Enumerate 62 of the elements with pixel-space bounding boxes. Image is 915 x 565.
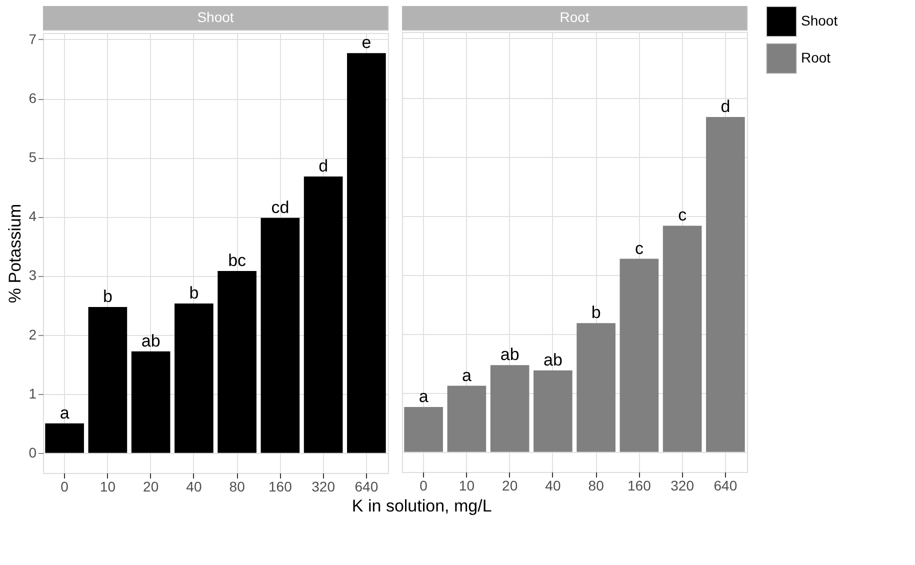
y-axis-title: % Potassium bbox=[6, 204, 25, 304]
y-tick-label: 5 bbox=[28, 149, 37, 166]
annotation: ab bbox=[543, 350, 562, 370]
bar bbox=[304, 176, 343, 453]
annotation: bc bbox=[228, 251, 247, 270]
bar bbox=[260, 218, 300, 453]
bar bbox=[534, 370, 572, 452]
x-tick-label: 0 bbox=[60, 478, 69, 494]
annotation: ab bbox=[500, 345, 520, 364]
legend-label: Root bbox=[801, 50, 831, 66]
bar bbox=[576, 323, 616, 452]
bar bbox=[131, 351, 170, 453]
annotation: d bbox=[720, 97, 730, 116]
annotation: c bbox=[634, 238, 644, 258]
annotation: cd bbox=[271, 198, 290, 217]
bar bbox=[447, 386, 486, 452]
annotation: c bbox=[678, 206, 688, 225]
y-tick-label: 7 bbox=[28, 30, 37, 47]
y-tick-label: 2 bbox=[28, 326, 37, 342]
chart-title: Root bbox=[560, 9, 590, 25]
bar bbox=[88, 307, 128, 453]
y-tick-label: 1 bbox=[28, 385, 37, 402]
x-tick-label: 20 bbox=[502, 478, 518, 494]
x-tick-label: 0 bbox=[420, 478, 428, 494]
bar bbox=[347, 53, 386, 453]
annotation: e bbox=[362, 33, 372, 52]
x-tick-label: 80 bbox=[588, 478, 604, 494]
x-tick-label: 40 bbox=[186, 478, 202, 494]
x-tick-label: 160 bbox=[628, 478, 652, 494]
annotation: a bbox=[60, 403, 70, 422]
y-tick-label: 0 bbox=[28, 444, 37, 460]
x-tick-label: 640 bbox=[714, 478, 738, 494]
y-tick-label: 6 bbox=[28, 90, 37, 106]
annotation: b bbox=[189, 283, 199, 302]
bar bbox=[490, 365, 530, 452]
bar bbox=[218, 271, 256, 453]
bar bbox=[45, 423, 84, 453]
x-tick-label: 40 bbox=[545, 478, 561, 494]
x-tick-label: 10 bbox=[458, 478, 475, 494]
legend-label: Shoot bbox=[801, 12, 838, 28]
x-tick-label: 80 bbox=[229, 478, 246, 494]
annotation: ab bbox=[141, 331, 160, 350]
x-tick-label: 320 bbox=[312, 478, 336, 494]
x-tick-label: 320 bbox=[670, 478, 694, 494]
x-tick-label: 20 bbox=[143, 478, 159, 494]
annotation: a bbox=[418, 387, 429, 406]
bar bbox=[404, 407, 443, 452]
y-tick-label: 4 bbox=[28, 208, 37, 224]
annotation: a bbox=[462, 366, 472, 385]
annotation: b bbox=[591, 303, 601, 322]
bar bbox=[662, 226, 702, 452]
bar bbox=[706, 117, 745, 452]
bar bbox=[620, 258, 659, 452]
x-axis-title: K in solution, mg/L bbox=[352, 496, 492, 516]
annotation: b bbox=[102, 287, 112, 306]
annotation: d bbox=[318, 156, 328, 176]
bar bbox=[174, 303, 214, 453]
x-tick-label: 10 bbox=[100, 478, 116, 494]
x-tick-label: 640 bbox=[354, 478, 378, 494]
chart-title: Shoot bbox=[197, 9, 234, 25]
y-tick-label: 3 bbox=[28, 267, 37, 284]
x-tick-label: 160 bbox=[268, 478, 292, 494]
